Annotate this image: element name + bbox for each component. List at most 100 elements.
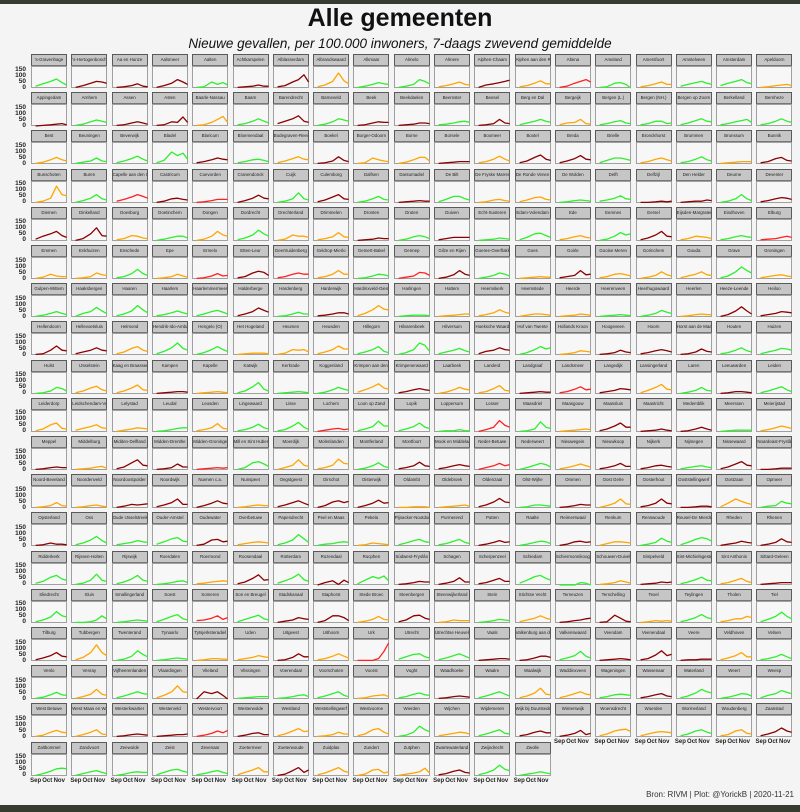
panel: Bunnik [756, 130, 793, 165]
series-line [398, 539, 430, 546]
panel-title: Westerveld [151, 703, 188, 716]
panel: Enschede [111, 245, 148, 279]
panel-title: Drimmelen [313, 206, 350, 219]
plot-area [353, 371, 390, 394]
line-chart [75, 769, 108, 776]
panel: Valkenswaard [554, 627, 591, 661]
plot-area [393, 486, 430, 509]
line-chart [639, 230, 672, 241]
panel: Montferland [353, 436, 390, 471]
plot-area [514, 448, 551, 471]
panel: Oss [71, 512, 108, 547]
panel: Uden [232, 627, 269, 661]
panel-title: Heemskerk [474, 283, 511, 296]
plot-area [554, 409, 591, 432]
panel-title: Hillegom [353, 321, 390, 334]
panel: Urk [353, 627, 390, 662]
panel: Lansingerland [635, 359, 672, 394]
panel-title: Raalte [514, 512, 551, 525]
panel: Zuidplas [313, 741, 350, 776]
line-chart [639, 731, 672, 737]
line-chart [116, 268, 148, 279]
series-line [478, 540, 510, 547]
series-line [357, 542, 390, 547]
series-line [599, 194, 631, 202]
panel: Lelystad [111, 397, 148, 432]
panel: Lisse [272, 397, 309, 432]
panel: Zwijndrecht [474, 741, 511, 776]
line-chart [357, 237, 389, 241]
line-chart [720, 729, 752, 737]
line-chart [116, 305, 148, 317]
plot-area [232, 715, 269, 738]
plot-area [111, 486, 148, 509]
panel-title: Breda [554, 130, 591, 143]
panel-title: Renswoude [635, 512, 672, 525]
plot-area [151, 677, 188, 700]
panel: Simpelveld [635, 550, 672, 585]
panel: Zundert [353, 741, 390, 776]
line-chart [277, 421, 309, 432]
line-chart [398, 234, 430, 241]
plot-area [31, 715, 67, 738]
plot-area [675, 486, 712, 509]
panel: Steenbergen [393, 588, 430, 623]
panel: Oirschot [313, 474, 350, 509]
plot-area [716, 257, 753, 279]
panel: Brielle [595, 130, 632, 165]
panel-title: Cuijk [272, 168, 309, 181]
panel: Achtkarspelen [232, 54, 269, 89]
line-chart [156, 116, 188, 127]
series-line [680, 576, 712, 585]
line-chart [438, 161, 470, 165]
line-chart [640, 428, 672, 432]
line-chart [639, 650, 672, 661]
panel-title: Rotterdam [272, 550, 309, 563]
panel: Amersfoort [635, 54, 672, 88]
y-tick-label: 0 [22, 121, 26, 129]
series-line [196, 198, 228, 203]
line-chart [519, 687, 551, 699]
panel-title: Barneveld [313, 92, 350, 105]
panel-title: Bergen (NH.) [635, 92, 672, 105]
panel: Leeuwarden [716, 359, 753, 394]
panel-title: Lansingerland [635, 359, 672, 372]
y-tick-label: 0 [22, 427, 26, 435]
panel: Nissewaard [716, 436, 753, 470]
series-line [317, 458, 349, 470]
panel-title: Krimpen aan den IJssel [353, 359, 390, 372]
panel-title: Goes [514, 245, 551, 257]
series-line [75, 226, 107, 241]
panel-title: Waalwijk [514, 665, 551, 678]
plot-area [313, 371, 350, 394]
panel-title: Oisterwijk [353, 474, 390, 487]
series-line [277, 421, 309, 432]
panel-title: Oirschot [313, 474, 350, 487]
series-line [760, 690, 793, 699]
line-chart [559, 198, 591, 203]
panel-title: Steenwijkerland [434, 588, 470, 601]
plot-area [272, 524, 309, 547]
series-line [317, 500, 349, 509]
panel: Westland [272, 703, 309, 738]
series-line [398, 314, 430, 318]
panel: Enkhuizen [71, 245, 108, 280]
y-tick-label: 150 [15, 676, 26, 684]
plot-area [756, 104, 793, 127]
panel-title: Oudewater [192, 512, 229, 525]
line-chart [317, 458, 349, 470]
panel-title: Schiedam [514, 550, 551, 563]
x-tick-label: Sep [634, 739, 646, 746]
panel-title: Albrandswaard [313, 54, 350, 66]
plot-area [71, 677, 108, 700]
panel-title: Beek [353, 92, 390, 105]
series-line [478, 618, 510, 623]
line-chart [478, 347, 510, 355]
series-line [720, 429, 752, 432]
series-line [35, 345, 67, 356]
series-line [317, 731, 349, 738]
line-chart [156, 310, 188, 317]
plot-area [151, 486, 188, 509]
panel-title: Sint Anthonis [716, 550, 753, 563]
line-chart [599, 422, 631, 432]
